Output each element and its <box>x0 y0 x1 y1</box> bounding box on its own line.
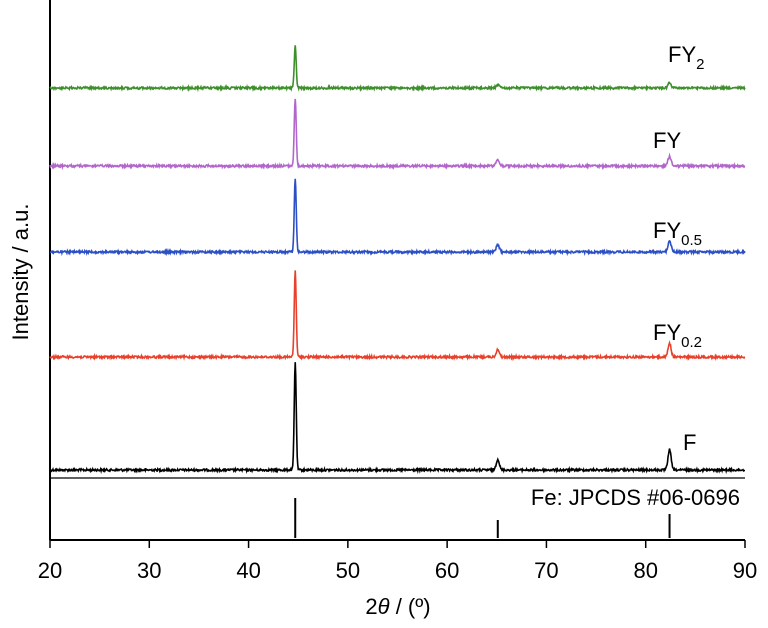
series-labels: F FY0.2 FY0.5 FY FY2 <box>653 42 704 455</box>
x-tick-label-50: 50 <box>336 558 360 583</box>
series-line-fy0-2 <box>49 270 746 362</box>
x-axis-title-prefix: 2 <box>365 594 377 619</box>
x-tick-label-80: 80 <box>633 558 657 583</box>
series-label-f: F <box>683 430 696 455</box>
x-ticks: 20 30 40 50 60 70 80 90 <box>38 540 757 583</box>
series-label-fy2: FY2 <box>668 42 704 73</box>
reference-group <box>294 498 671 538</box>
x-tick-label-70: 70 <box>534 558 558 583</box>
x-tick-label-20: 20 <box>38 558 62 583</box>
series-line-fy0-5 <box>49 178 746 257</box>
x-tick-label-90: 90 <box>733 558 757 583</box>
series-label-fy0-2: FY0.2 <box>653 320 702 351</box>
series-line-fy <box>49 98 746 171</box>
series-line-fy2 <box>49 45 746 93</box>
reference-label: Fe: JPCDS #06-0696 <box>531 485 740 510</box>
y-axis-title: Intensity / a.u. <box>8 204 33 341</box>
series-group <box>49 45 746 475</box>
series-label-fy: FY <box>653 128 681 153</box>
x-tick-label-40: 40 <box>236 558 260 583</box>
series-line-f <box>49 362 746 475</box>
x-axis-title: 2θ / (º) <box>365 594 430 619</box>
x-tick-label-60: 60 <box>435 558 459 583</box>
x-axis-title-suffix: / (º) <box>390 594 431 619</box>
series-label-fy0-5: FY0.5 <box>653 218 702 249</box>
x-tick-label-30: 30 <box>137 558 161 583</box>
x-axis-title-theta: θ <box>378 594 390 619</box>
